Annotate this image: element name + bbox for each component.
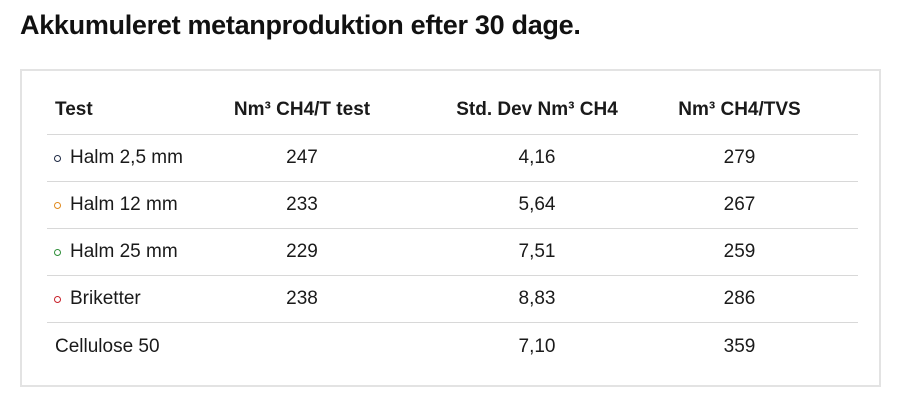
table-row: Halm 2,5 mm 247 4,16 279	[47, 135, 858, 182]
cell-t-test	[232, 323, 372, 370]
cell-tvs: 359	[723, 335, 756, 357]
cell-t-test: 229	[286, 241, 318, 262]
cell-tvs: 279	[723, 147, 756, 168]
series-marker-icon	[54, 201, 61, 209]
row-label: Briketter	[70, 288, 141, 309]
cell-std-dev: 7,10	[518, 335, 556, 357]
cell-tvs: 286	[723, 288, 756, 309]
row-label: Halm 2,5 mm	[70, 147, 183, 168]
row-label: Halm 12 mm	[70, 194, 178, 215]
series-marker-icon	[54, 248, 61, 256]
header-nm3-ch4-per-tvs: Nm³ CH4/TVS	[678, 98, 801, 120]
page-title: Akkumuleret metanproduktion efter 30 dag…	[20, 10, 581, 40]
cell-t-test: 233	[286, 194, 318, 215]
table-row: Halm 25 mm 229 7,51 259	[47, 229, 858, 276]
row-label: Cellulose 50	[55, 335, 160, 357]
series-marker-icon	[54, 295, 61, 303]
results-table-card: Test Nm³ CH4/T test Std. Dev Nm³ CH4 Nm³…	[20, 69, 881, 387]
header-test: Test	[55, 98, 93, 120]
cell-t-test: 247	[286, 147, 318, 168]
header-std-dev: Std. Dev Nm³ CH4	[456, 98, 618, 120]
series-marker-icon	[54, 154, 61, 162]
cell-std-dev: 5,64	[518, 194, 556, 215]
table-row: Halm 12 mm 233 5,64 267	[47, 182, 858, 229]
cell-std-dev: 7,51	[518, 241, 556, 262]
cell-std-dev: 8,83	[518, 288, 556, 309]
cell-tvs: 259	[723, 241, 756, 262]
cell-tvs: 267	[723, 194, 756, 215]
cell-t-test: 238	[286, 288, 318, 309]
table-row: Cellulose 50 7,10 359	[47, 323, 858, 370]
results-table: Test Nm³ CH4/T test Std. Dev Nm³ CH4 Nm³…	[47, 85, 858, 370]
table-header-row: Test Nm³ CH4/T test Std. Dev Nm³ CH4 Nm³…	[47, 85, 858, 135]
table-row: Briketter 238 8,83 286	[47, 276, 858, 323]
row-label: Halm 25 mm	[70, 241, 178, 262]
header-nm3-ch4-per-t-test: Nm³ CH4/T test	[233, 98, 371, 120]
cell-std-dev: 4,16	[518, 147, 556, 168]
